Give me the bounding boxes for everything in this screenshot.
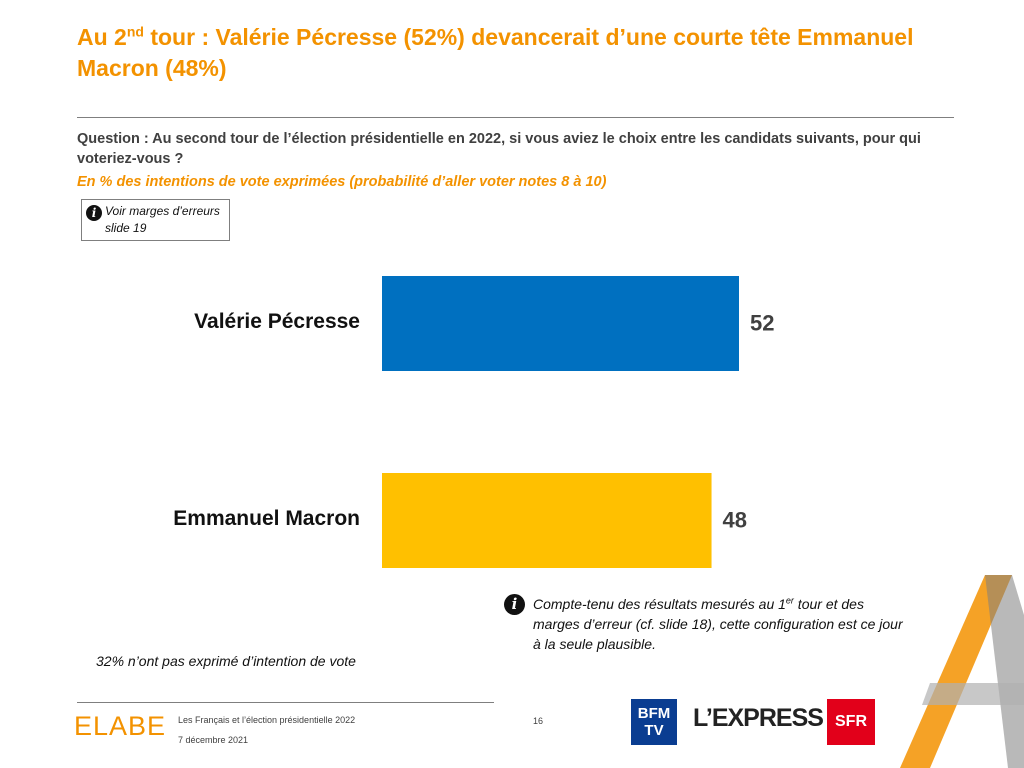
bfmtv-logo: BFM TV xyxy=(631,699,677,745)
bar-1 xyxy=(382,473,712,568)
value-label-0: 52 xyxy=(750,310,774,335)
footer-divider xyxy=(77,702,494,703)
info-icon: i xyxy=(504,594,525,615)
question-text: Question : Au second tour de l’élection … xyxy=(77,131,921,167)
category-label-1: Emmanuel Macron xyxy=(173,507,360,530)
footer-date: 7 décembre 2021 xyxy=(178,735,249,745)
abstention-note: 32% n’ont pas exprimé d’intention de vot… xyxy=(96,653,356,669)
value-label-1: 48 xyxy=(723,507,747,532)
category-label-0: Valérie Pécresse xyxy=(194,310,360,333)
error-margin-line2: slide 19 xyxy=(105,221,147,235)
chart-subtitle: En % des intentions de vote exprimées (p… xyxy=(77,174,607,190)
slide-title: Au 2nd tour : Valérie Pécresse (52%) dev… xyxy=(77,23,914,81)
title-divider xyxy=(77,117,954,118)
elabe-logo: ELABE xyxy=(74,711,167,741)
error-margin-box: i Voir marges d’erreurs slide 19 xyxy=(81,199,230,241)
footer-study-title: Les Français et l’élection présidentiell… xyxy=(178,715,356,725)
decorative-a-shape xyxy=(900,575,1024,768)
info-icon: i xyxy=(86,205,102,221)
plausibility-note: Compte-tenu des résultats mesurés au 1er… xyxy=(533,595,903,652)
sfr-logo: SFR xyxy=(827,699,875,745)
lexpress-logo: L’EXPRESS xyxy=(693,704,824,732)
page-number: 16 xyxy=(533,716,544,726)
bar-0 xyxy=(382,276,739,371)
error-margin-line1: Voir marges d’erreurs xyxy=(105,204,220,218)
bar-chart: Valérie Pécresse 52 Emmanuel Macron 48 xyxy=(173,276,774,568)
